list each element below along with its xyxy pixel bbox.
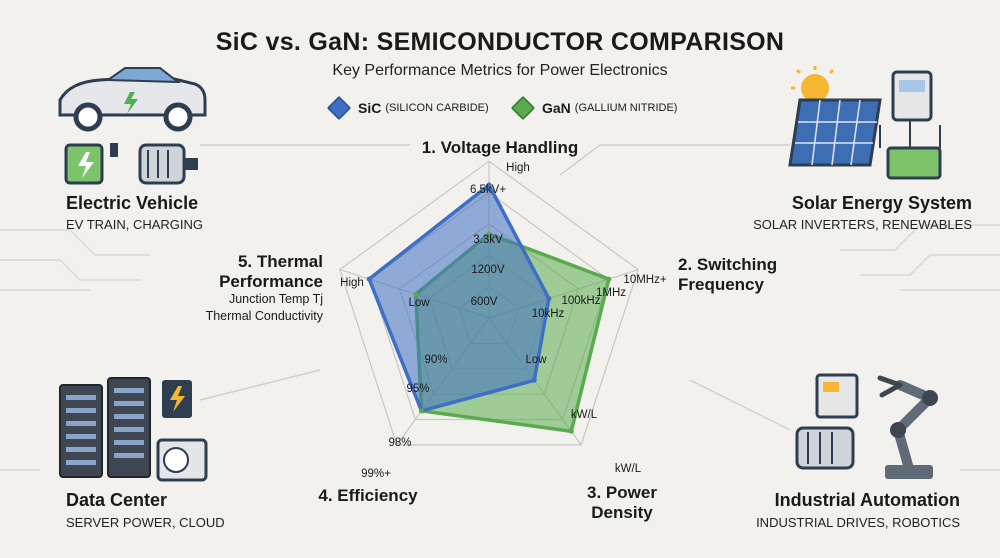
legend-label-sic: SiC [358, 100, 382, 116]
legend-sublabel-gan: (GALLIUM NITRIDE) [574, 102, 678, 114]
legend-sublabel-sic: (SILICON CARBIDE) [385, 102, 489, 114]
data-point-gan [568, 428, 574, 434]
tick-label: 6.5kV+ [470, 184, 506, 196]
tick-label: 99%+ [361, 468, 391, 480]
data-point-sic [531, 377, 537, 383]
data-center-icon [59, 377, 208, 482]
chart-title: SiC vs. GaN: SEMICONDUCTOR COMPARISON [215, 28, 785, 56]
connector-lines [199, 144, 791, 431]
axis-label: 5. Thermal [238, 252, 323, 271]
industrial-subtitle: INDUSTRIAL DRIVES, ROBOTICS [756, 515, 960, 530]
tick-label: 600V [471, 296, 498, 308]
axis-label: 1. Voltage Handling [422, 138, 578, 157]
radar-series [366, 182, 612, 434]
tick-label: 1200V [471, 264, 505, 276]
axis-label: Density [591, 503, 653, 522]
legend-item-sic: SiC (SILICON CARBIDE) [326, 95, 489, 121]
solar-subtitle: SOLAR INVERTERS, RENEWABLES [753, 217, 972, 232]
data-point-sic [486, 182, 492, 188]
axis-label: Frequency [678, 275, 765, 294]
legend-label-gan: GaN [542, 100, 571, 116]
tick-label: 1MHz [596, 287, 626, 299]
tick-label: 10MHz+ [623, 274, 666, 286]
datacenter-subtitle: SERVER POWER, CLOUD [66, 515, 225, 530]
electric-vehicle-icon [58, 67, 207, 185]
data-point-gan [606, 276, 612, 282]
industrial-title: Industrial Automation [774, 490, 960, 510]
legend-item-gan: GaN (GALLIUM NITRIDE) [510, 95, 678, 121]
solar-energy-icon [788, 66, 942, 180]
tick-label: High [340, 277, 364, 289]
axis-extra-label: High [506, 162, 530, 174]
axis-extra-label: Thermal Conductivity [206, 309, 324, 323]
data-point-sic [366, 276, 372, 282]
circuit-traces [0, 224, 1000, 471]
legend-swatch-sic [326, 95, 352, 121]
datacenter-title: Data Center [66, 490, 168, 510]
tick-label: 10kHz [532, 308, 565, 320]
axis-label: 2. Switching [678, 255, 777, 274]
tick-label: Low [408, 297, 430, 309]
ev-subtitle: EV TRAIN, CHARGING [66, 217, 204, 232]
tick-label: kW/L [615, 463, 642, 475]
tick-label: kW/L [571, 409, 598, 421]
data-point-gan [419, 408, 425, 414]
axis-extra-label: Junction Temp Tj [229, 292, 323, 306]
radar-tick-labels: 1. Voltage Handling 2. SwitchingFrequency… [206, 138, 778, 522]
axis-label: Performance [219, 272, 323, 291]
tick-label: 98% [388, 437, 411, 449]
series-polygon-sic [367, 182, 551, 413]
axis-label: 3. Power [587, 483, 657, 502]
solar-title: Solar Energy System [791, 193, 972, 213]
tick-label: 90% [424, 354, 447, 366]
chart-subtitle: Key Performance Metrics for Power Electr… [332, 62, 668, 79]
ev-title: Electric Vehicle [66, 193, 199, 213]
tick-label: 100kHz [562, 295, 601, 307]
industrial-automation-icon [795, 373, 938, 479]
tick-label: Low [525, 354, 547, 366]
data-point-sic [546, 296, 552, 302]
data-point-gan [413, 291, 419, 297]
axis-label: 4. Efficiency [318, 486, 418, 505]
data-point-gan [486, 231, 492, 237]
legend-swatch-gan [510, 95, 536, 121]
tick-label: 95% [406, 383, 429, 395]
tick-label: 3.3kV [473, 234, 503, 246]
radar-grid-ring [339, 160, 639, 446]
